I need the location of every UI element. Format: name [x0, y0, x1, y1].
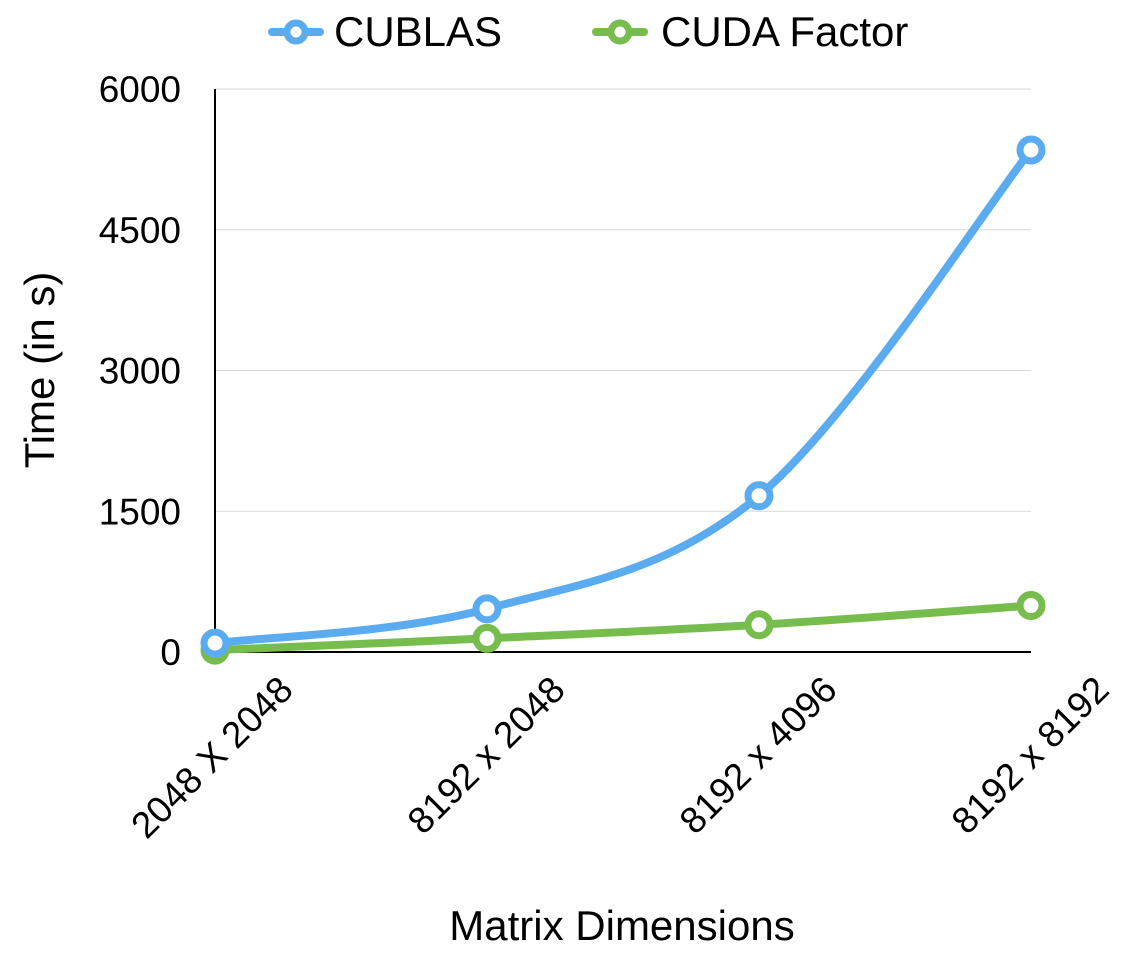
gridlines	[215, 88, 1031, 512]
data-point-cublas-8192-x-2048	[472, 594, 502, 624]
y-tick-labels: 0 1500 3000 4500 6000	[99, 69, 181, 673]
series-line-cublas	[211, 145, 1035, 648]
data-point-cuda-factor-8192-x-8192	[1016, 591, 1046, 621]
legend-item-cublas: CUBLAS	[268, 8, 502, 55]
y-tick-label-4500: 4500	[99, 210, 181, 251]
data-point-cublas-8192-x-8192	[1016, 135, 1046, 165]
series-cuda-factor	[200, 591, 1046, 665]
legend-marker-cuda-factor	[607, 19, 633, 45]
data-point-cuda-factor-8192-x-2048	[472, 623, 502, 653]
data-point-cublas-2048-x-2048	[200, 628, 230, 658]
series-line-cuda-factor	[211, 601, 1035, 655]
series-cublas	[200, 135, 1046, 658]
y-tick-label-6000: 6000	[99, 69, 181, 110]
x-tick-label-8192-x-8192: 8192 x 8192	[944, 669, 1117, 842]
y-axis-title: Time (in s)	[16, 272, 63, 469]
legend-label-cublas: CUBLAS	[334, 8, 502, 55]
legend: CUBLAS CUDA Factor	[268, 8, 908, 55]
data-point-cuda-factor-8192-x-4096	[744, 610, 774, 640]
y-tick-label-1500: 1500	[99, 491, 181, 532]
series	[200, 135, 1046, 665]
data-point-cublas-8192-x-4096	[744, 481, 774, 511]
y-tick-label-0: 0	[160, 632, 181, 673]
legend-item-cuda-factor: CUDA Factor	[592, 8, 908, 55]
legend-label-cuda-factor: CUDA Factor	[661, 8, 908, 55]
axes	[214, 89, 1031, 653]
x-tick-label-8192-x-2048: 8192 x 2048	[400, 669, 573, 842]
x-tick-labels: 2048 X 2048 8192 x 2048 8192 x 4096 8192 x …	[123, 669, 1116, 846]
x-tick-label-8192-x-4096: 8192 x 4096	[672, 669, 845, 842]
y-tick-label-3000: 3000	[99, 351, 181, 392]
x-tick-label-2048-x-2048: 2048 X 2048	[123, 669, 300, 846]
x-axis-title: Matrix Dimensions	[449, 902, 794, 949]
legend-marker-cublas	[283, 19, 309, 45]
